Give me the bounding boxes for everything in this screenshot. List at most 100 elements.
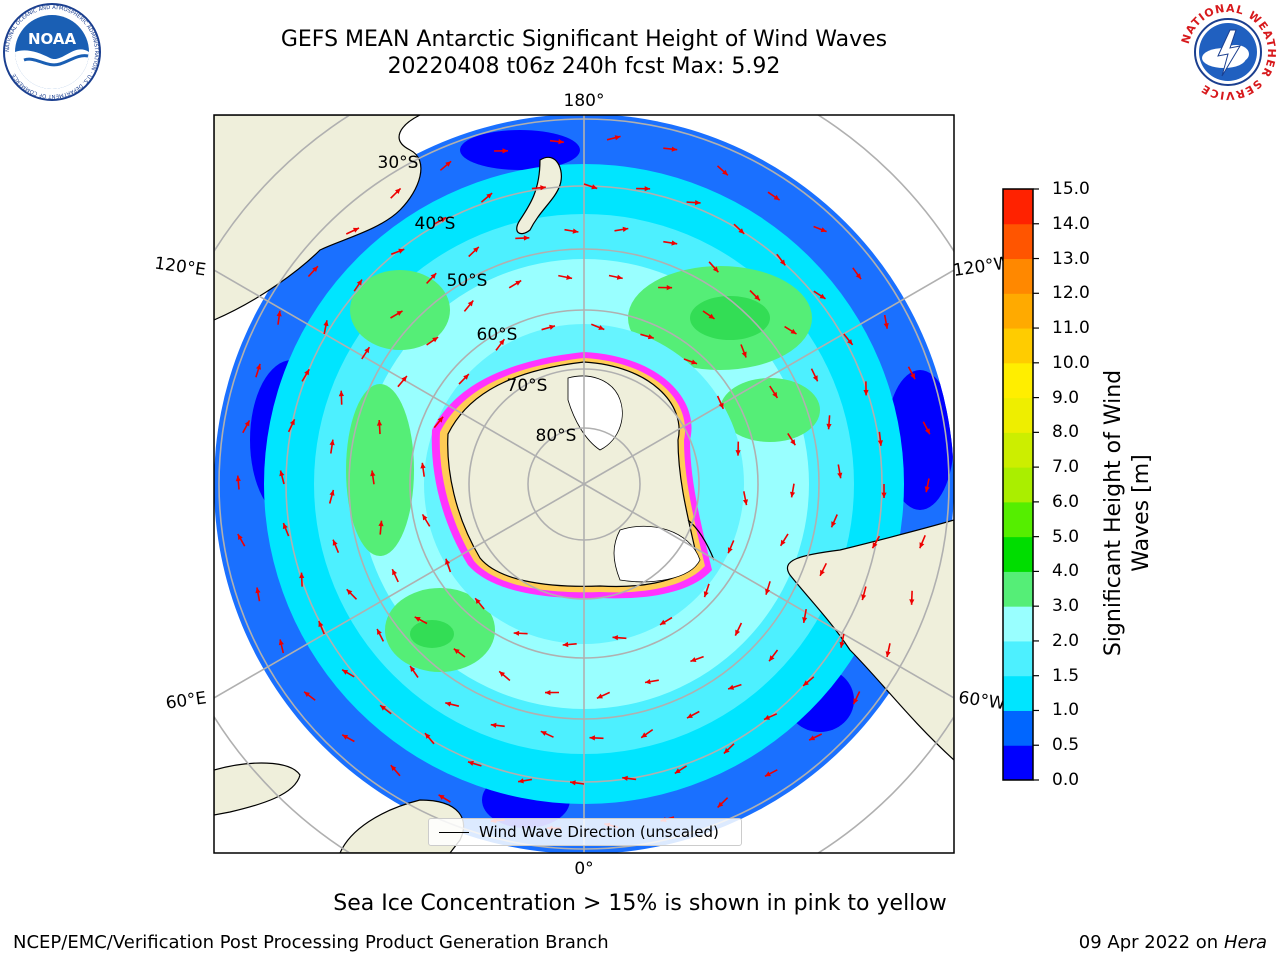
wave-direction-arrowhead bbox=[820, 227, 827, 233]
wave-direction-arrowhead bbox=[410, 666, 416, 672]
wave-direction-arrowhead bbox=[855, 273, 861, 280]
wave-direction-arrowhead bbox=[616, 274, 623, 280]
wave-direction-arrowhead bbox=[812, 375, 818, 382]
noaa-logo: NOAA NATIONAL OCEANIC AND ATMOSPHERIC AD… bbox=[3, 3, 101, 101]
wave-direction-arrowhead bbox=[703, 591, 709, 598]
wave-direction-arrowhead bbox=[475, 598, 481, 604]
wave-direction-arrowhead bbox=[558, 139, 564, 145]
wave-direction-arrowhead bbox=[708, 313, 715, 319]
wave-direction-arrowhead bbox=[885, 651, 891, 657]
wind-wave-direction-arrows bbox=[235, 135, 931, 831]
wave-direction-arrowhead bbox=[589, 735, 595, 741]
wave-direction-arrowhead bbox=[735, 629, 740, 636]
colorbar-segment bbox=[1003, 293, 1033, 329]
wave-direction-arrowhead bbox=[735, 450, 741, 456]
lon-label-60w: 60°W bbox=[957, 688, 1006, 714]
wave-direction-arrowhead bbox=[502, 148, 508, 154]
lat-label-30s: 30°S bbox=[378, 153, 419, 173]
wave-direction-arrowhead bbox=[820, 569, 825, 576]
colorbar-tick-label: 12.0 bbox=[1052, 283, 1090, 304]
wave-direction-arrowhead bbox=[279, 470, 285, 477]
lon-label-0: 0° bbox=[574, 859, 593, 879]
wave-direction-arrowhead bbox=[422, 514, 428, 521]
colorbar-frame bbox=[1002, 188, 1034, 781]
wave-direction-arrowhead bbox=[790, 439, 796, 446]
wave-direction-arrowhead bbox=[622, 226, 629, 232]
wave-direction-arrowhead bbox=[545, 690, 551, 696]
wave-direction-arrowhead bbox=[645, 679, 651, 685]
wave-direction-arrowhead bbox=[790, 491, 796, 498]
wave-direction-arrowhead bbox=[741, 351, 747, 358]
wave-field-patch bbox=[346, 384, 414, 556]
colorbar bbox=[1003, 188, 1039, 781]
colorbar-segment bbox=[1003, 675, 1033, 711]
wave-direction-arrowhead bbox=[312, 266, 318, 272]
wave-direction-arrowhead bbox=[255, 587, 261, 594]
wave-direction-arrowhead bbox=[438, 794, 445, 800]
wave-direction-arrowhead bbox=[425, 733, 431, 739]
wave-direction-arrowhead bbox=[380, 705, 386, 711]
wave-direction-arrowhead bbox=[486, 193, 493, 199]
wave-direction-arrowhead bbox=[690, 657, 697, 662]
wave-direction-arrowhead bbox=[329, 489, 335, 496]
wave-direction-arrowhead bbox=[377, 629, 382, 635]
wave-direction-arrowhead bbox=[276, 310, 282, 317]
wave-direction-arrowhead bbox=[819, 293, 826, 299]
wave-direction-arrowhead bbox=[883, 323, 889, 329]
wave-direction-arrowhead bbox=[289, 419, 295, 426]
wave-direction-arrowhead bbox=[395, 188, 401, 194]
wave-direction-arrowhead bbox=[809, 735, 816, 741]
lat-label-50s: 50°S bbox=[447, 271, 488, 291]
graticule bbox=[214, 115, 954, 853]
wave-direction-arrowhead bbox=[364, 347, 370, 354]
colorbar-tick-label: 6.0 bbox=[1052, 491, 1080, 512]
wave-direction-arrowhead bbox=[872, 542, 878, 549]
wave-direction-arrowhead bbox=[445, 558, 451, 565]
colorbar-tick-label: 11.0 bbox=[1052, 318, 1090, 339]
wave-direction-arrowhead bbox=[924, 486, 930, 493]
wave-direction-arrowhead bbox=[687, 713, 693, 719]
wave-direction-arrowhead bbox=[237, 534, 243, 540]
wave-direction-arrowhead bbox=[591, 184, 598, 190]
wave-direction-arrowhead bbox=[910, 373, 915, 380]
wave-direction-arrowhead bbox=[772, 391, 778, 398]
wave-direction-arrowhead bbox=[764, 714, 770, 720]
wave-direction-arrowhead bbox=[256, 363, 261, 370]
wave-direction-arrowhead bbox=[614, 135, 621, 141]
colorbar-segment bbox=[1003, 362, 1033, 399]
wave-direction-arrowhead bbox=[463, 374, 469, 380]
wave-direction-arrowhead bbox=[570, 780, 576, 786]
wave-direction-arrowhead bbox=[356, 279, 362, 286]
wave-direction-arrowhead bbox=[432, 337, 439, 343]
wave-direction-arrowhead bbox=[378, 520, 384, 527]
wave-direction-arrowhead bbox=[790, 328, 797, 334]
wave-direction-arrowhead bbox=[370, 470, 376, 477]
map-frame bbox=[213, 114, 955, 854]
wave-direction-arrowhead bbox=[779, 259, 786, 266]
wave-direction-arrowhead bbox=[445, 701, 452, 707]
colorbar-tick-label: 2.0 bbox=[1052, 630, 1080, 651]
wave-direction-arrowhead bbox=[430, 273, 437, 279]
wave-direction-arrowhead bbox=[765, 588, 771, 595]
wave-direction-arrowhead bbox=[562, 641, 569, 648]
wave-direction-arrowhead bbox=[396, 310, 403, 316]
wave-direction-arrowhead bbox=[323, 320, 329, 327]
wave-direction-arrowhead bbox=[278, 639, 284, 646]
colorbar-tick-label: 0.0 bbox=[1052, 770, 1080, 790]
wave-direction-arrowhead bbox=[304, 691, 310, 697]
wave-direction-arrowhead bbox=[540, 731, 547, 736]
colorbar-segment bbox=[1003, 189, 1033, 225]
wave-direction-arrowhead bbox=[863, 389, 869, 396]
wave-direction-arrowhead bbox=[513, 630, 520, 636]
legend-line-sample bbox=[439, 832, 469, 833]
wave-direction-arrowhead bbox=[318, 621, 324, 628]
wave-direction-arrowhead bbox=[660, 619, 666, 625]
wave-direction-arrowhead bbox=[523, 235, 530, 241]
legend-label: Wind Wave Direction (unscaled) bbox=[479, 823, 719, 841]
wave-direction-arrowhead bbox=[622, 775, 628, 781]
chart-subtitle: 20220408 t06z 240h fcst Max: 5.92 bbox=[387, 54, 781, 79]
new-zealand-land bbox=[516, 156, 562, 235]
wave-direction-arrowhead bbox=[304, 369, 310, 376]
wave-direction-arrowhead bbox=[717, 801, 724, 808]
wave-direction-arrowhead bbox=[773, 194, 780, 201]
